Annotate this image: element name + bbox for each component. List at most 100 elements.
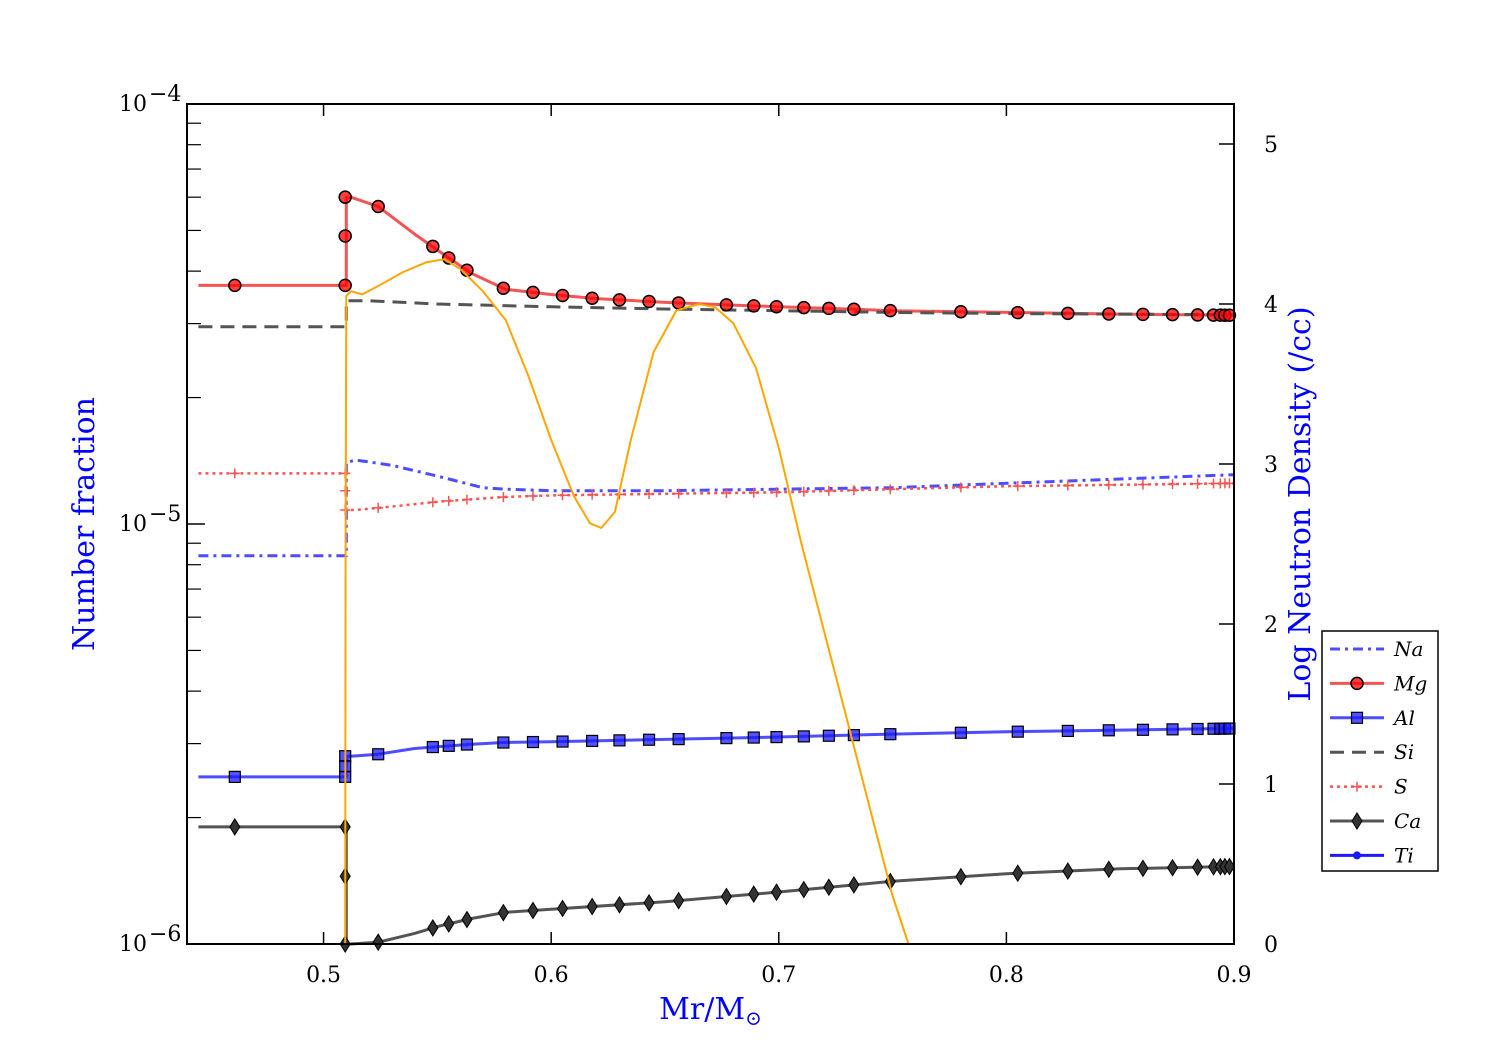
x-tick-label: 0.5 <box>306 963 341 988</box>
marker-ca <box>586 897 598 916</box>
marker-al <box>526 735 540 749</box>
marker-al <box>1102 724 1115 737</box>
marker-ca <box>1103 860 1115 879</box>
marker-ca <box>643 893 655 912</box>
marker-s <box>1167 479 1178 490</box>
marker-al <box>770 730 783 744</box>
marker-ca <box>497 903 509 922</box>
marker-al <box>460 738 474 751</box>
legend-label-na: Na <box>1393 637 1423 661</box>
marker-s <box>798 486 809 497</box>
marker-ca <box>556 899 569 918</box>
marker-s <box>955 482 966 493</box>
marker-mg <box>1011 305 1025 320</box>
marker-s <box>885 484 896 495</box>
x-tick-label: 0.8 <box>989 963 1024 988</box>
marker-s <box>771 487 782 498</box>
marker-ca <box>1191 858 1204 877</box>
y-axis-title: Number fraction <box>67 397 102 651</box>
legend-marker-s <box>1352 781 1362 792</box>
marker-ca <box>372 933 384 952</box>
marker-mg <box>1190 308 1205 322</box>
marker-ca <box>770 883 783 902</box>
legend-marker-ca <box>1351 812 1363 830</box>
marker-ca <box>1062 862 1074 881</box>
x-axis-title: Mr/M⊙ <box>659 992 762 1030</box>
marker-mg <box>371 199 385 214</box>
marker-al <box>642 733 656 746</box>
legend-label-al: Al <box>1392 706 1415 730</box>
marker-mg <box>769 299 784 314</box>
marker-s <box>557 490 568 501</box>
marker-mg <box>883 303 898 318</box>
marker-al <box>1191 722 1204 736</box>
legend-label-ti: Ti <box>1394 843 1414 867</box>
series-line-ca <box>198 825 1235 946</box>
marker-s <box>373 502 384 513</box>
marker-ca <box>1012 864 1024 883</box>
marker-mg <box>847 302 861 317</box>
marker-al <box>426 740 439 754</box>
marker-mg <box>1222 308 1237 322</box>
marker-s <box>1103 479 1114 490</box>
marker-mg <box>671 296 686 310</box>
marker-ca <box>1137 859 1149 878</box>
marker-s <box>748 487 759 498</box>
x-tick-label: 0.6 <box>534 963 569 988</box>
marker-s <box>587 489 598 500</box>
marker-mg <box>338 190 352 204</box>
y2-tick-label: 3 <box>1264 453 1278 478</box>
marker-mg <box>1136 307 1150 322</box>
marker-mg <box>642 294 656 309</box>
marker-al <box>847 729 860 742</box>
marker-mg <box>612 293 627 307</box>
marker-ca <box>848 875 860 894</box>
marker-mg <box>555 288 570 303</box>
marker-al <box>372 748 385 761</box>
marker-ca <box>427 919 439 937</box>
legend-label-s: S <box>1394 775 1408 799</box>
marker-al <box>797 730 810 743</box>
marker-al <box>1011 725 1024 738</box>
marker-mg <box>822 301 836 316</box>
marker-al <box>1136 723 1150 736</box>
marker-mg <box>1061 306 1075 321</box>
marker-al <box>954 726 967 739</box>
y-tick-label-exponent: −5 <box>149 502 181 527</box>
marker-ca <box>461 910 473 929</box>
marker-ca <box>748 885 760 904</box>
marker-s <box>644 489 655 500</box>
marker-s <box>1012 481 1023 492</box>
marker-s <box>721 487 732 498</box>
marker-ca <box>673 891 685 910</box>
marker-al <box>720 732 733 745</box>
y2-tick-label: 2 <box>1264 613 1278 638</box>
marker-al <box>1166 723 1179 736</box>
marker-mg <box>746 299 761 313</box>
marker-al <box>613 734 626 747</box>
marker-mg <box>585 291 599 305</box>
marker-al <box>228 770 241 783</box>
y2-tick-label: 1 <box>1264 773 1278 798</box>
marker-s <box>527 490 538 501</box>
marker-al <box>884 728 897 741</box>
marker-s <box>427 497 438 508</box>
marker-al <box>1061 724 1074 738</box>
marker-ca <box>720 887 733 906</box>
marker-al <box>556 735 569 748</box>
marker-al <box>442 739 455 752</box>
series-line-al <box>198 726 1235 779</box>
marker-mg <box>526 285 540 300</box>
marker-mg <box>338 229 352 243</box>
marker-ca <box>798 880 810 899</box>
y-tick-label: 10 <box>119 512 147 537</box>
legend: Na Mg Al Si S Ca Ti <box>1321 630 1439 872</box>
marker-al <box>497 736 510 749</box>
marker-s <box>229 468 240 479</box>
series-line-s <box>198 472 1235 512</box>
marker-s <box>498 492 509 503</box>
y2-axis-title: Log Neutron Density (/cc) <box>1283 306 1318 701</box>
marker-mg <box>338 278 352 293</box>
x-axis-title-main: Mr/M <box>659 992 745 1027</box>
